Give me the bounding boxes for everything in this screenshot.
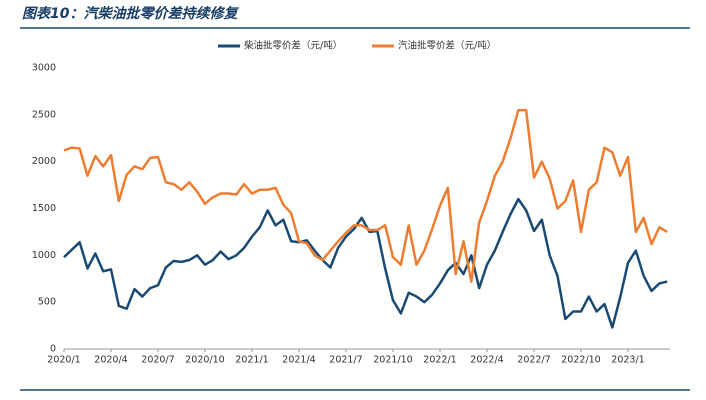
x-tick-label: 2021/10 <box>373 355 412 366</box>
legend-label: 柴油批零价差（元/吨） <box>244 40 342 52</box>
x-tick-label: 2021/7 <box>329 355 362 366</box>
x-tick-label: 2021/1 <box>235 355 268 366</box>
x-tick-label: 2020/7 <box>141 355 174 366</box>
y-tick-label: 0 <box>50 344 56 355</box>
x-tick-label: 2021/4 <box>282 355 315 366</box>
x-tick-label: 2022/1 <box>423 355 456 366</box>
y-tick-label: 500 <box>38 297 56 308</box>
x-tick-label: 2020/10 <box>185 355 224 366</box>
x-tick-label: 2020/4 <box>94 355 127 366</box>
y-tick-label: 2000 <box>32 156 56 167</box>
y-tick-label: 3000 <box>32 63 56 74</box>
chart-title: 图表10：汽柴油批零价差持续修复 <box>22 5 239 22</box>
x-tick-label: 2022/4 <box>470 355 503 366</box>
series-line <box>63 197 668 329</box>
x-tick-label: 2023/1 <box>611 355 644 366</box>
x-tick-label: 2022/7 <box>517 355 550 366</box>
y-tick-label: 2500 <box>32 109 56 120</box>
y-tick-label: 1500 <box>32 203 56 214</box>
y-tick-label: 1000 <box>32 250 56 261</box>
legend-label: 汽油批零价差（元/吨） <box>398 40 496 52</box>
x-tick-label: 2020/1 <box>47 355 80 366</box>
series-line <box>63 108 668 283</box>
x-tick-label: 2022/10 <box>561 355 600 366</box>
